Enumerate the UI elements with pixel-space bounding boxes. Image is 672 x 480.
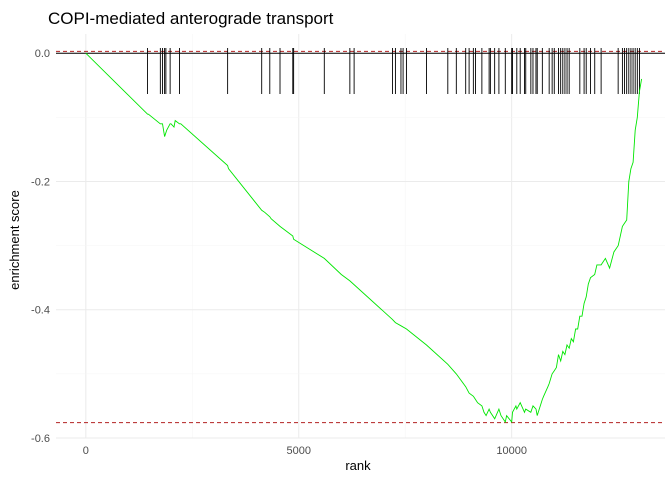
y-tick-label: 0.0 — [35, 48, 50, 60]
series-group — [85, 52, 643, 424]
reference-lines — [56, 50, 665, 424]
x-axis-label: rank — [345, 458, 371, 473]
y-axis-label: enrichment score — [7, 190, 22, 290]
y-tick-label: -0.2 — [31, 176, 50, 188]
x-tick-label: 10000 — [496, 445, 527, 457]
grid — [56, 34, 665, 439]
y-tick-label: -0.6 — [31, 433, 50, 445]
gene-hit-marks — [147, 48, 640, 94]
x-tick-labels: 0 5000 10000 — [83, 445, 527, 457]
chart-title: COPI-mediated anterograde transport — [48, 9, 334, 28]
y-tick-labels: 0.0 -0.2 -0.4 -0.6 — [31, 48, 50, 445]
enrichment-score-line — [85, 52, 643, 424]
y-tick-label: -0.4 — [31, 305, 50, 317]
x-tick-label: 0 — [83, 445, 89, 457]
x-tick-label: 5000 — [287, 445, 311, 457]
